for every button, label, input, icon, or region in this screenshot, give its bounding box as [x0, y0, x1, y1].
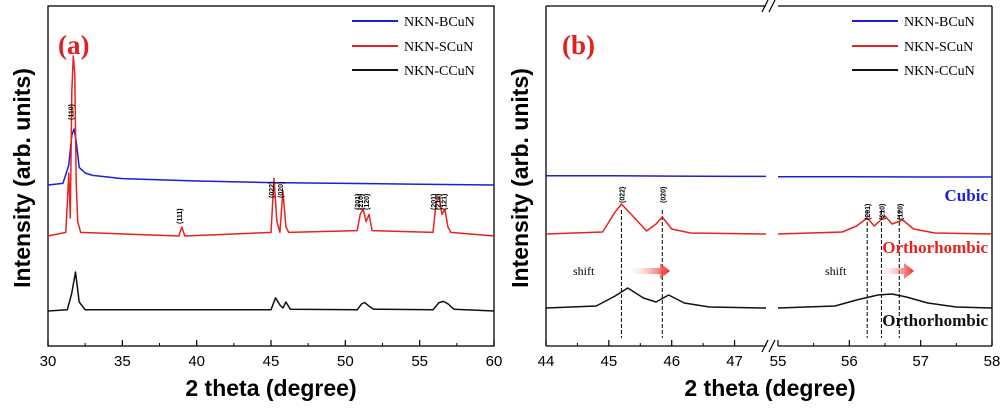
x-tick-label: 55: [411, 353, 428, 370]
series-line-nkn-ccun: [777, 293, 993, 309]
legend-label-scun: NKN-SCuN: [904, 40, 973, 55]
legend-label-ccun: NKN-CCuN: [904, 64, 975, 79]
shift-label-left: shift: [573, 264, 595, 278]
panel-b-series: [545, 175, 993, 309]
peak-label: (120): [364, 194, 371, 210]
peak-label: (212): [435, 194, 442, 210]
peak-label: (121): [441, 194, 448, 210]
legend-label-bcun: NKN-BCuN: [404, 15, 475, 30]
peak-label: (201): [865, 204, 872, 220]
panel-a-frame: [47, 5, 495, 347]
x-tick-label: 55: [770, 353, 787, 370]
x-tick-label: 46: [663, 353, 680, 370]
panel-a-x-ticks: 30 35 40 45 50 55 60: [40, 340, 503, 370]
series-line-nkn-ccun: [545, 287, 767, 309]
x-tick-label: 35: [114, 353, 131, 370]
series-line-nkn-scun: [47, 55, 495, 237]
legend-label-bcun: NKN-BCuN: [904, 15, 975, 30]
x-tick-label: 56: [841, 353, 858, 370]
x-tick-label: 60: [486, 353, 503, 370]
peak-label: (020): [278, 182, 285, 198]
phase-label-cubic: Cubic: [945, 186, 989, 205]
panel-b-y-axis-title: Intensity (arb. units): [507, 68, 533, 288]
axis-break-top: [761, 0, 776, 13]
panel-b-legend: NKN-BCuN NKN-SCuN NKN-CCuN: [852, 15, 975, 79]
panel-b-label: (b): [562, 30, 595, 60]
x-tick-label: 45: [263, 353, 280, 370]
legend-label-ccun: NKN-CCuN: [404, 64, 475, 79]
panel-a-y-axis-title: Intensity (arb. units): [9, 68, 35, 288]
phase-label-orthorhombic-red: Orthorhombic: [882, 238, 988, 257]
peak-label: (210): [358, 194, 365, 210]
panel-a-legend: NKN-BCuN NKN-SCuN NKN-CCuN: [352, 15, 475, 79]
peak-label: (120): [897, 204, 904, 220]
panel-b-peak-labels: (022) (020) (201) (210) (120): [619, 187, 904, 220]
panel-a-peak-labels: (110)(111)(022) (020)(201)(210)(120) (201)…: [68, 104, 448, 224]
panel-b-x-ticks: 44 45 46 47 55 56 57 58: [538, 340, 1001, 370]
series-line-nkn-scun: [545, 203, 767, 235]
peak-label: (022): [269, 182, 276, 198]
panel-b-x-axis-title: 2 theta (degree): [684, 375, 855, 401]
x-tick-label: 40: [188, 353, 205, 370]
peak-label: (111): [177, 208, 184, 224]
legend-label-scun: NKN-SCuN: [404, 40, 473, 55]
x-tick-label: 58: [984, 353, 1001, 370]
peak-label: (022): [619, 187, 626, 203]
shift-arrow-left: [625, 263, 670, 279]
panel-a-x-axis-title: 2 theta (degree): [185, 375, 356, 401]
series-line-nkn-scun: [777, 215, 993, 235]
peak-label: (210): [879, 204, 886, 220]
x-tick-label: 44: [538, 353, 555, 370]
x-tick-label: 45: [601, 353, 618, 370]
peak-label: (110): [68, 104, 75, 120]
phase-label-orthorhombic-black: Orthorhombic: [882, 311, 988, 330]
panel-a-series: [47, 55, 495, 312]
x-tick-label: 57: [912, 353, 929, 370]
series-line-nkn-bcun: [546, 175, 766, 178]
x-tick-label: 30: [40, 353, 57, 370]
axis-break-bottom: [761, 339, 776, 353]
panel-b: (b) 44 45 46 47 55 56 57 58 (022) (020) (201) (210…: [507, 0, 1000, 401]
peak-label: (201): [355, 194, 362, 210]
peak-label: (020): [660, 187, 667, 203]
x-tick-label: 47: [726, 353, 743, 370]
shift-label-right: shift: [825, 264, 847, 278]
panel-a: (a) 30 35 40 45 50 55 60 (110) (111) (022) (020) (…: [9, 5, 503, 401]
x-tick-label: 50: [337, 353, 354, 370]
series-line-nkn-ccun: [47, 271, 495, 312]
series-line-nkn-bcun: [47, 128, 495, 186]
panel-a-label: (a): [58, 30, 89, 60]
peak-label: (201): [431, 194, 438, 210]
shift-arrow-right: [878, 263, 914, 279]
